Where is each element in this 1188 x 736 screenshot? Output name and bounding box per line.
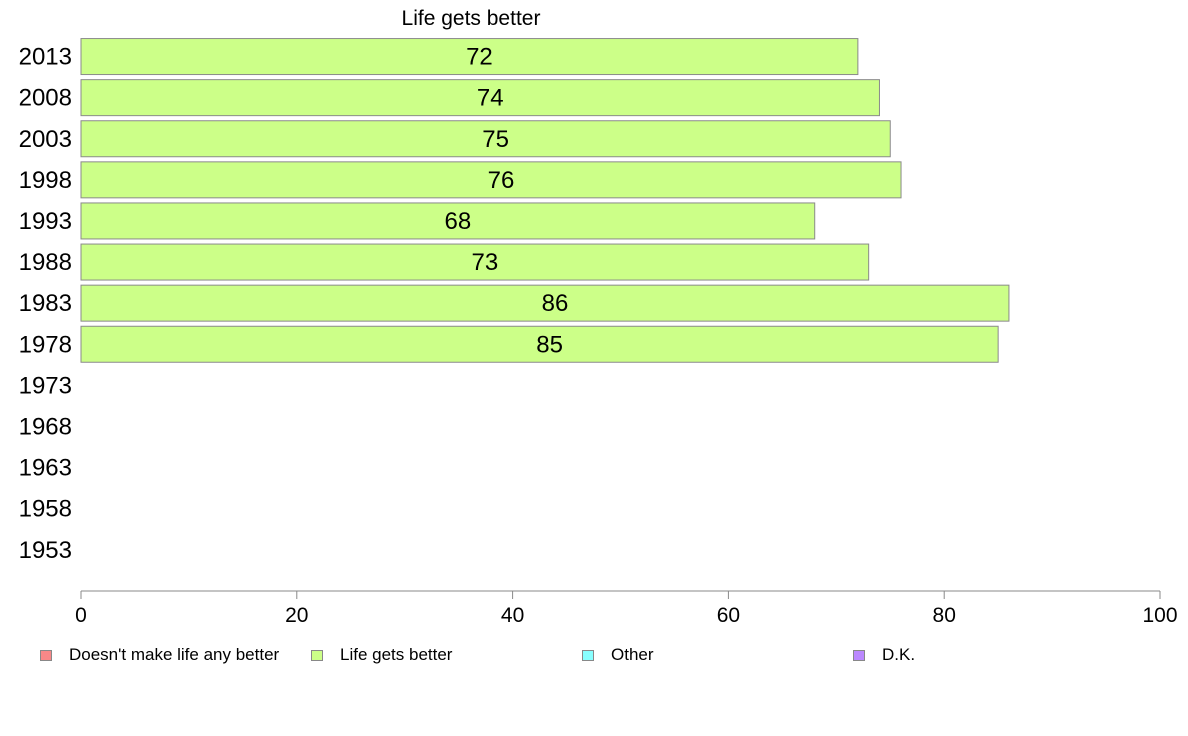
y-tick-label: 1963 — [19, 455, 72, 482]
y-tick-label: 1998 — [19, 167, 72, 194]
legend-item-life-gets-better: Life gets better — [311, 645, 452, 665]
bar — [80, 284, 1010, 322]
y-tick-label: 2003 — [19, 126, 72, 153]
data-label: 74 — [477, 85, 504, 112]
legend-label: Doesn't make life any better — [69, 645, 280, 664]
bar-chart: Life gets better 72 74 75 76 68 73 86 85 2013 20… — [19, 7, 1178, 627]
y-tick-label: 1988 — [19, 249, 72, 276]
bar — [80, 79, 880, 117]
data-label: 72 — [466, 44, 493, 71]
y-tick-label: 1953 — [19, 537, 72, 564]
legend: Doesn't make life any better Life gets b… — [0, 645, 1188, 665]
y-tick-label: 2008 — [19, 85, 72, 112]
bar — [80, 202, 816, 240]
legend-item-doesnt-make-life-better: Doesn't make life any better — [40, 645, 279, 665]
bar — [80, 325, 999, 363]
y-tick-label: 1968 — [19, 413, 72, 440]
legend-swatch-dk — [853, 649, 865, 661]
legend-swatch-life-gets-better — [311, 649, 323, 661]
bar — [80, 243, 870, 281]
data-label: 75 — [482, 126, 509, 153]
data-label: 73 — [471, 249, 498, 276]
x-tick-label: 20 — [285, 604, 308, 627]
x-tick-label: 100 — [1142, 604, 1177, 627]
data-label: 86 — [542, 290, 569, 317]
y-tick-label: 1978 — [19, 331, 72, 358]
legend-swatch-other — [582, 649, 594, 661]
y-tick-label: 1958 — [19, 496, 72, 523]
data-label: 68 — [445, 208, 472, 235]
data-label: 76 — [488, 167, 515, 194]
bar — [80, 120, 891, 158]
y-tick-label: 2013 — [19, 44, 72, 71]
bar — [80, 38, 859, 76]
legend-item-other: Other — [582, 645, 654, 665]
legend-label: Life gets better — [340, 645, 453, 664]
x-tick-label: 80 — [933, 604, 956, 627]
y-tick-label: 1983 — [19, 290, 72, 317]
legend-item-dk: D.K. — [853, 645, 915, 665]
bar — [80, 161, 902, 199]
chart-title: Life gets better — [402, 7, 541, 30]
y-tick-label: 1973 — [19, 372, 72, 399]
x-tick-label: 0 — [75, 604, 87, 627]
data-label: 85 — [536, 331, 563, 358]
legend-label: Other — [611, 645, 654, 664]
x-tick-label: 60 — [717, 604, 740, 627]
legend-swatch-doesnt-make-life-better — [40, 649, 52, 661]
legend-label: D.K. — [882, 645, 916, 664]
x-tick-label: 40 — [501, 604, 524, 627]
y-tick-label: 1993 — [19, 208, 72, 235]
